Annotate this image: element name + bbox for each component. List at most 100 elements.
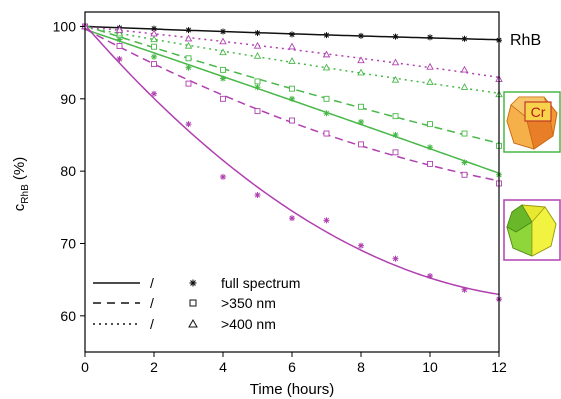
data-point-square xyxy=(427,121,433,128)
data-point-asterisk xyxy=(427,273,433,280)
data-point-square xyxy=(289,85,295,92)
data-point-asterisk xyxy=(220,28,226,35)
data-point-asterisk xyxy=(358,118,364,125)
data-point-triangle xyxy=(322,63,331,71)
data-point-asterisk xyxy=(185,27,192,34)
data-point-square xyxy=(392,113,399,120)
data-point-triangle xyxy=(426,78,434,85)
data-point-asterisk xyxy=(461,159,468,166)
legend-item-350nm: / >350 nm xyxy=(93,295,276,311)
data-point-square xyxy=(358,141,364,148)
data-point-triangle xyxy=(288,57,296,64)
x-tick-label: 4 xyxy=(219,359,227,375)
data-point-asterisk xyxy=(358,242,364,249)
data-point-square xyxy=(323,130,330,137)
x-tick-label: 2 xyxy=(150,359,158,375)
data-point-square xyxy=(220,66,226,73)
series-line-purple-solid xyxy=(84,24,500,296)
y-axis-label-unit: (%) xyxy=(11,157,28,185)
data-point-square xyxy=(220,95,226,102)
data-point-square xyxy=(151,43,157,50)
y-tick-label: 70 xyxy=(60,235,76,251)
legend-separator: / xyxy=(150,295,154,311)
x-tick-label: 8 xyxy=(357,359,365,375)
legend-label-full-spectrum: full spectrum xyxy=(221,275,300,291)
data-point-square xyxy=(151,61,157,68)
data-point-triangle xyxy=(150,35,158,43)
data-point-triangle xyxy=(253,52,262,59)
data-point-triangle xyxy=(460,65,469,73)
legend-item-400nm: / >400 nm xyxy=(93,316,276,332)
markers-layer xyxy=(81,22,503,303)
data-point-asterisk xyxy=(185,64,192,71)
data-point-asterisk xyxy=(151,90,157,97)
y-tick-label: 90 xyxy=(60,91,76,107)
x-tick-label: 0 xyxy=(81,359,89,375)
data-point-triangle xyxy=(288,42,296,50)
data-point-square xyxy=(289,117,295,124)
purple-crystal-inset xyxy=(503,199,561,261)
data-point-square xyxy=(358,103,364,110)
y-axis-label-sub: RhB xyxy=(20,184,31,204)
y-axis-label: cRhB (%) xyxy=(11,157,31,211)
x-axis-label: Time (hours) xyxy=(250,381,334,398)
data-point-asterisk xyxy=(185,121,192,128)
data-point-square xyxy=(185,80,192,87)
data-point-asterisk xyxy=(289,215,295,222)
data-point-asterisk xyxy=(461,286,468,293)
legend-label-400nm: >400 nm xyxy=(221,316,276,332)
data-point-square xyxy=(392,149,399,156)
data-point-square xyxy=(185,55,192,62)
x-tick-label: 6 xyxy=(288,359,296,375)
data-point-asterisk xyxy=(392,131,399,138)
data-point-asterisk xyxy=(289,95,295,102)
data-point-asterisk xyxy=(289,31,295,38)
data-point-asterisk xyxy=(254,84,261,91)
data-point-square xyxy=(254,78,261,85)
data-point-square xyxy=(461,130,468,137)
legend-marker-asterisk xyxy=(189,279,197,287)
data-point-triangle xyxy=(391,75,400,83)
data-point-triangle xyxy=(184,34,193,42)
data-point-square xyxy=(254,108,261,115)
axes-layer: 0 2 4 6 8 10 12 60 70 80 90 100 xyxy=(53,11,507,375)
data-point-asterisk xyxy=(220,75,226,82)
data-point-square xyxy=(461,171,468,178)
data-point-asterisk xyxy=(392,33,399,40)
data-point-square xyxy=(116,43,123,49)
legend: / full spectrum / >350 nm / >400 nm xyxy=(93,275,300,332)
curves-layer xyxy=(84,24,500,296)
legend-separator: / xyxy=(150,316,154,332)
data-point-triangle xyxy=(115,25,124,33)
data-point-asterisk xyxy=(427,34,433,41)
data-point-asterisk xyxy=(323,217,330,224)
y-axis-label-main: c xyxy=(11,203,28,211)
cr-label: Cr xyxy=(531,104,546,120)
data-point-asterisk xyxy=(323,32,330,39)
legend-marker-square xyxy=(189,299,197,307)
data-point-asterisk xyxy=(254,192,261,199)
x-tick-label: 10 xyxy=(422,359,438,375)
legend-separator: / xyxy=(150,275,154,291)
data-point-asterisk xyxy=(220,173,226,180)
data-point-triangle xyxy=(322,50,331,58)
data-point-asterisk xyxy=(323,110,330,117)
legend-item-full-spectrum: / full spectrum xyxy=(93,275,300,291)
rhb-annotation: RhB xyxy=(510,32,541,49)
y-tick-label: 100 xyxy=(53,18,77,34)
series-line-purple-dashed xyxy=(84,28,500,182)
data-point-asterisk xyxy=(358,32,364,39)
data-point-square xyxy=(427,160,433,167)
data-point-asterisk xyxy=(116,56,123,63)
data-point-triangle xyxy=(357,56,365,64)
y-tick-label: 60 xyxy=(60,308,76,324)
data-point-triangle xyxy=(253,41,262,49)
data-point-triangle xyxy=(115,29,124,37)
data-point-triangle xyxy=(460,83,469,90)
data-point-square xyxy=(323,95,330,102)
data-point-triangle xyxy=(219,48,227,56)
data-point-triangle xyxy=(357,68,365,76)
data-point-triangle xyxy=(219,37,227,45)
data-point-triangle xyxy=(426,62,434,70)
